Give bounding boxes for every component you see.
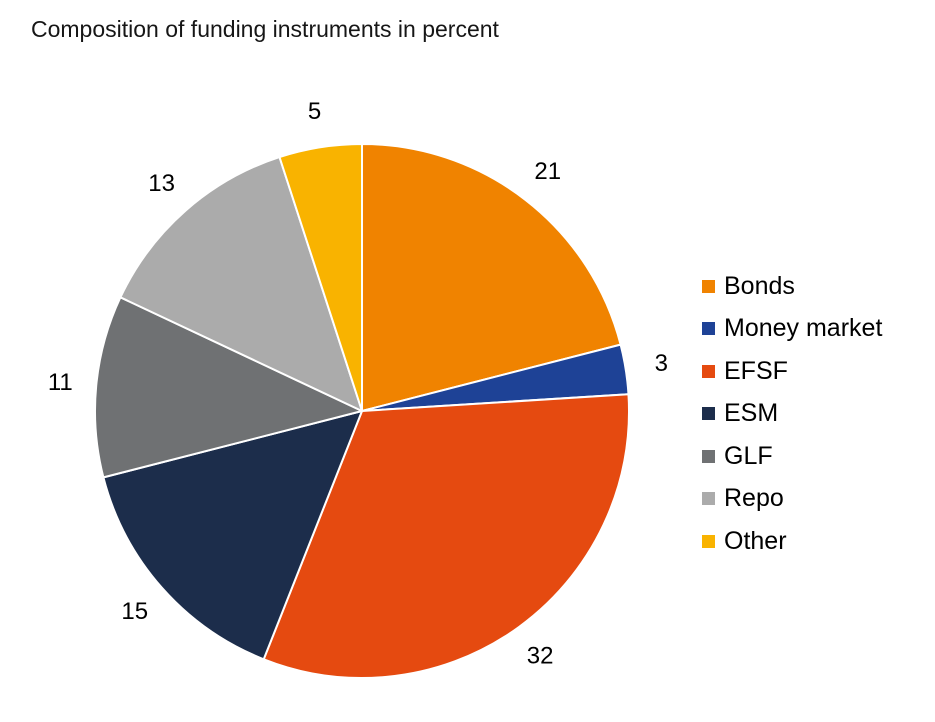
legend-item-money-market: Money market — [702, 308, 882, 351]
legend-item-bonds: Bonds — [702, 265, 882, 308]
legend-swatch-repo — [702, 492, 715, 506]
slice-value-label-other: 5 — [308, 98, 321, 125]
legend-swatch-bonds — [702, 279, 715, 293]
pie-slice-bonds — [361, 143, 622, 412]
legend-label-repo: Repo — [724, 484, 784, 513]
pie-slice-esm — [102, 410, 363, 661]
legend: Bonds Money market EFSF ESM GLF Repo Other — [702, 265, 882, 563]
legend-label-efsf: EFSF — [724, 356, 788, 385]
legend-swatch-glf — [702, 449, 715, 463]
legend-swatch-money-market — [702, 322, 715, 336]
legend-label-money-market: Money market — [724, 314, 883, 343]
slice-value-label-bonds: 21 — [534, 158, 561, 185]
pie-slice-other — [278, 143, 363, 412]
legend-label-bonds: Bonds — [724, 271, 795, 300]
pie-slice-glf — [94, 296, 363, 479]
legend-swatch-esm — [702, 407, 715, 421]
slice-value-label-esm: 15 — [121, 598, 148, 625]
legend-label-glf: GLF — [724, 441, 773, 470]
slice-value-label-repo: 13 — [148, 170, 175, 197]
legend-label-esm: ESM — [724, 399, 779, 428]
legend-label-other: Other — [724, 526, 787, 555]
pie-slice-efsf — [262, 393, 630, 679]
chart-title: Composition of funding instruments in pe… — [31, 16, 499, 42]
legend-item-repo: Repo — [702, 478, 882, 521]
legend-swatch-efsf — [702, 364, 715, 378]
slice-value-label-money-market: 3 — [655, 350, 668, 377]
legend-swatch-other — [702, 534, 715, 548]
legend-item-glf: GLF — [702, 435, 882, 478]
slice-value-label-efsf: 32 — [527, 643, 554, 670]
slice-value-label-glf: 11 — [48, 369, 73, 396]
legend-item-efsf: EFSF — [702, 350, 882, 393]
pie-slice-repo — [119, 156, 363, 412]
legend-item-esm: ESM — [702, 393, 882, 436]
legend-item-other: Other — [702, 520, 882, 563]
